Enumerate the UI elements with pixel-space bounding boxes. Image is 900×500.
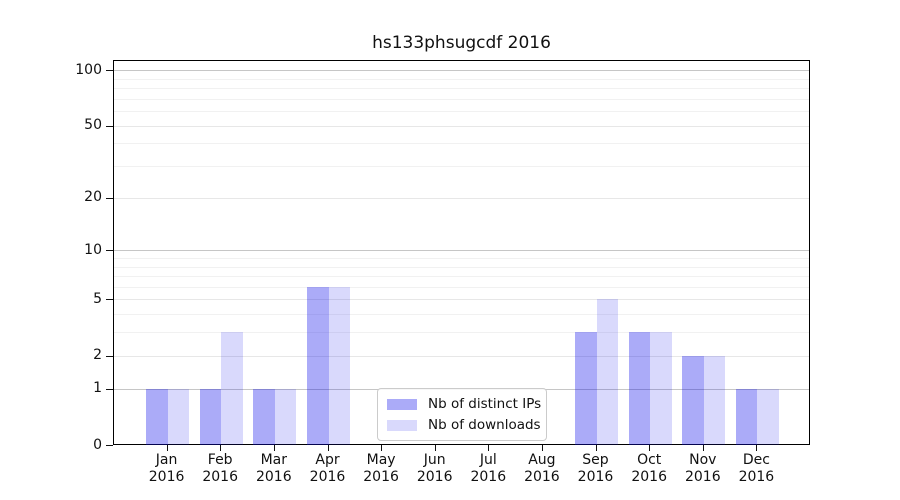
- bar-downloads-feb: [221, 332, 243, 445]
- bar-distinct-ips-nov: [682, 355, 704, 445]
- minor-gridline: [114, 111, 809, 112]
- light-gridline: [114, 197, 809, 199]
- plot-area: [113, 60, 810, 445]
- minor-gridline: [114, 266, 809, 268]
- bar-downloads-apr: [328, 286, 350, 445]
- minor-gridline: [114, 332, 809, 334]
- bar-distinct-ips-mar: [253, 388, 275, 445]
- minor-gridline: [114, 286, 809, 288]
- x-tick-mark: [166, 445, 168, 451]
- x-tick-mark: [488, 445, 490, 451]
- bar-downloads-dec: [757, 388, 779, 445]
- y-tick-mark: [106, 299, 113, 300]
- y-tick-label: 20: [84, 189, 102, 206]
- y-tick-label: 10: [84, 241, 102, 258]
- x-tick-label: Aug 2016: [524, 452, 560, 485]
- x-tick-label: Sep 2016: [577, 452, 614, 485]
- legend-label-distinct-ips: Nb of distinct IPs: [428, 396, 542, 412]
- y-tick-label: 5: [93, 290, 102, 307]
- x-tick-mark: [434, 445, 436, 451]
- light-gridline: [114, 299, 809, 301]
- x-tick-label: Feb 2016: [202, 452, 238, 485]
- minor-gridline: [114, 143, 809, 145]
- x-tick-label: Jan 2016: [148, 452, 185, 485]
- x-tick-mark: [702, 445, 704, 451]
- x-tick-label: Jul 2016: [470, 452, 507, 485]
- minor-gridline: [114, 314, 809, 316]
- chart-title: hs133phsugcdf 2016: [372, 33, 551, 53]
- y-tick-mark: [106, 70, 113, 71]
- bar-downloads-nov: [703, 355, 726, 445]
- y-tick-mark: [106, 356, 113, 357]
- x-tick-mark: [756, 445, 758, 451]
- minor-gridline: [114, 276, 809, 277]
- x-tick-mark: [273, 445, 275, 451]
- x-tick-label: May 2016: [363, 452, 399, 485]
- bar-distinct-ips-sep: [575, 332, 597, 445]
- y-tick-label: 50: [84, 117, 102, 133]
- distinct-ips-swatch: [387, 398, 417, 410]
- x-tick-label: Apr 2016: [309, 452, 346, 485]
- x-tick-mark: [649, 445, 651, 451]
- y-tick-mark: [106, 250, 113, 251]
- bar-downloads-jan: [167, 388, 190, 445]
- light-gridline: [114, 355, 809, 357]
- y-tick-mark: [106, 445, 113, 446]
- major-gridline: [114, 70, 809, 71]
- y-tick-label: 100: [75, 61, 102, 78]
- minor-gridline: [114, 87, 809, 89]
- y-tick-mark: [106, 389, 113, 390]
- light-gridline: [114, 125, 809, 127]
- y-tick-mark: [106, 126, 113, 127]
- x-tick-label: Dec 2016: [738, 452, 775, 485]
- bar-distinct-ips-jan: [146, 388, 168, 445]
- y-tick-label: 2: [93, 347, 102, 364]
- legend-label-downloads: Nb of downloads: [428, 417, 541, 433]
- y-tick-label: 0: [93, 436, 102, 453]
- y-tick-label: 1: [93, 380, 102, 397]
- x-tick-label: Oct 2016: [631, 452, 667, 485]
- x-tick-mark: [327, 445, 329, 451]
- legend-row-distinct-ips: Nb of distinct IPs: [387, 396, 541, 412]
- legend: Nb of distinct IPs Nb of downloads: [377, 388, 547, 441]
- y-tick-mark: [106, 198, 113, 199]
- minor-gridline: [114, 166, 809, 167]
- x-tick-label: Jun 2016: [416, 452, 453, 485]
- x-tick-mark: [381, 445, 383, 451]
- bar-downloads-mar: [274, 388, 297, 445]
- legend-row-downloads: Nb of downloads: [387, 417, 541, 433]
- bar-downloads-sep: [596, 299, 618, 445]
- x-tick-mark: [220, 445, 222, 451]
- downloads-swatch: [387, 419, 417, 431]
- x-tick-mark: [595, 445, 597, 451]
- bar-distinct-ips-feb: [199, 388, 222, 445]
- minor-gridline: [114, 98, 809, 100]
- bar-distinct-ips-oct: [628, 332, 651, 445]
- major-gridline: [114, 250, 809, 252]
- x-tick-label: Mar 2016: [255, 452, 292, 485]
- bar-distinct-ips-apr: [307, 286, 329, 445]
- minor-gridline: [114, 78, 809, 80]
- minor-gridline: [114, 257, 809, 259]
- x-tick-label: Nov 2016: [684, 452, 721, 485]
- bar-downloads-oct: [650, 332, 672, 445]
- x-tick-mark: [541, 445, 543, 451]
- bar-distinct-ips-dec: [735, 388, 758, 445]
